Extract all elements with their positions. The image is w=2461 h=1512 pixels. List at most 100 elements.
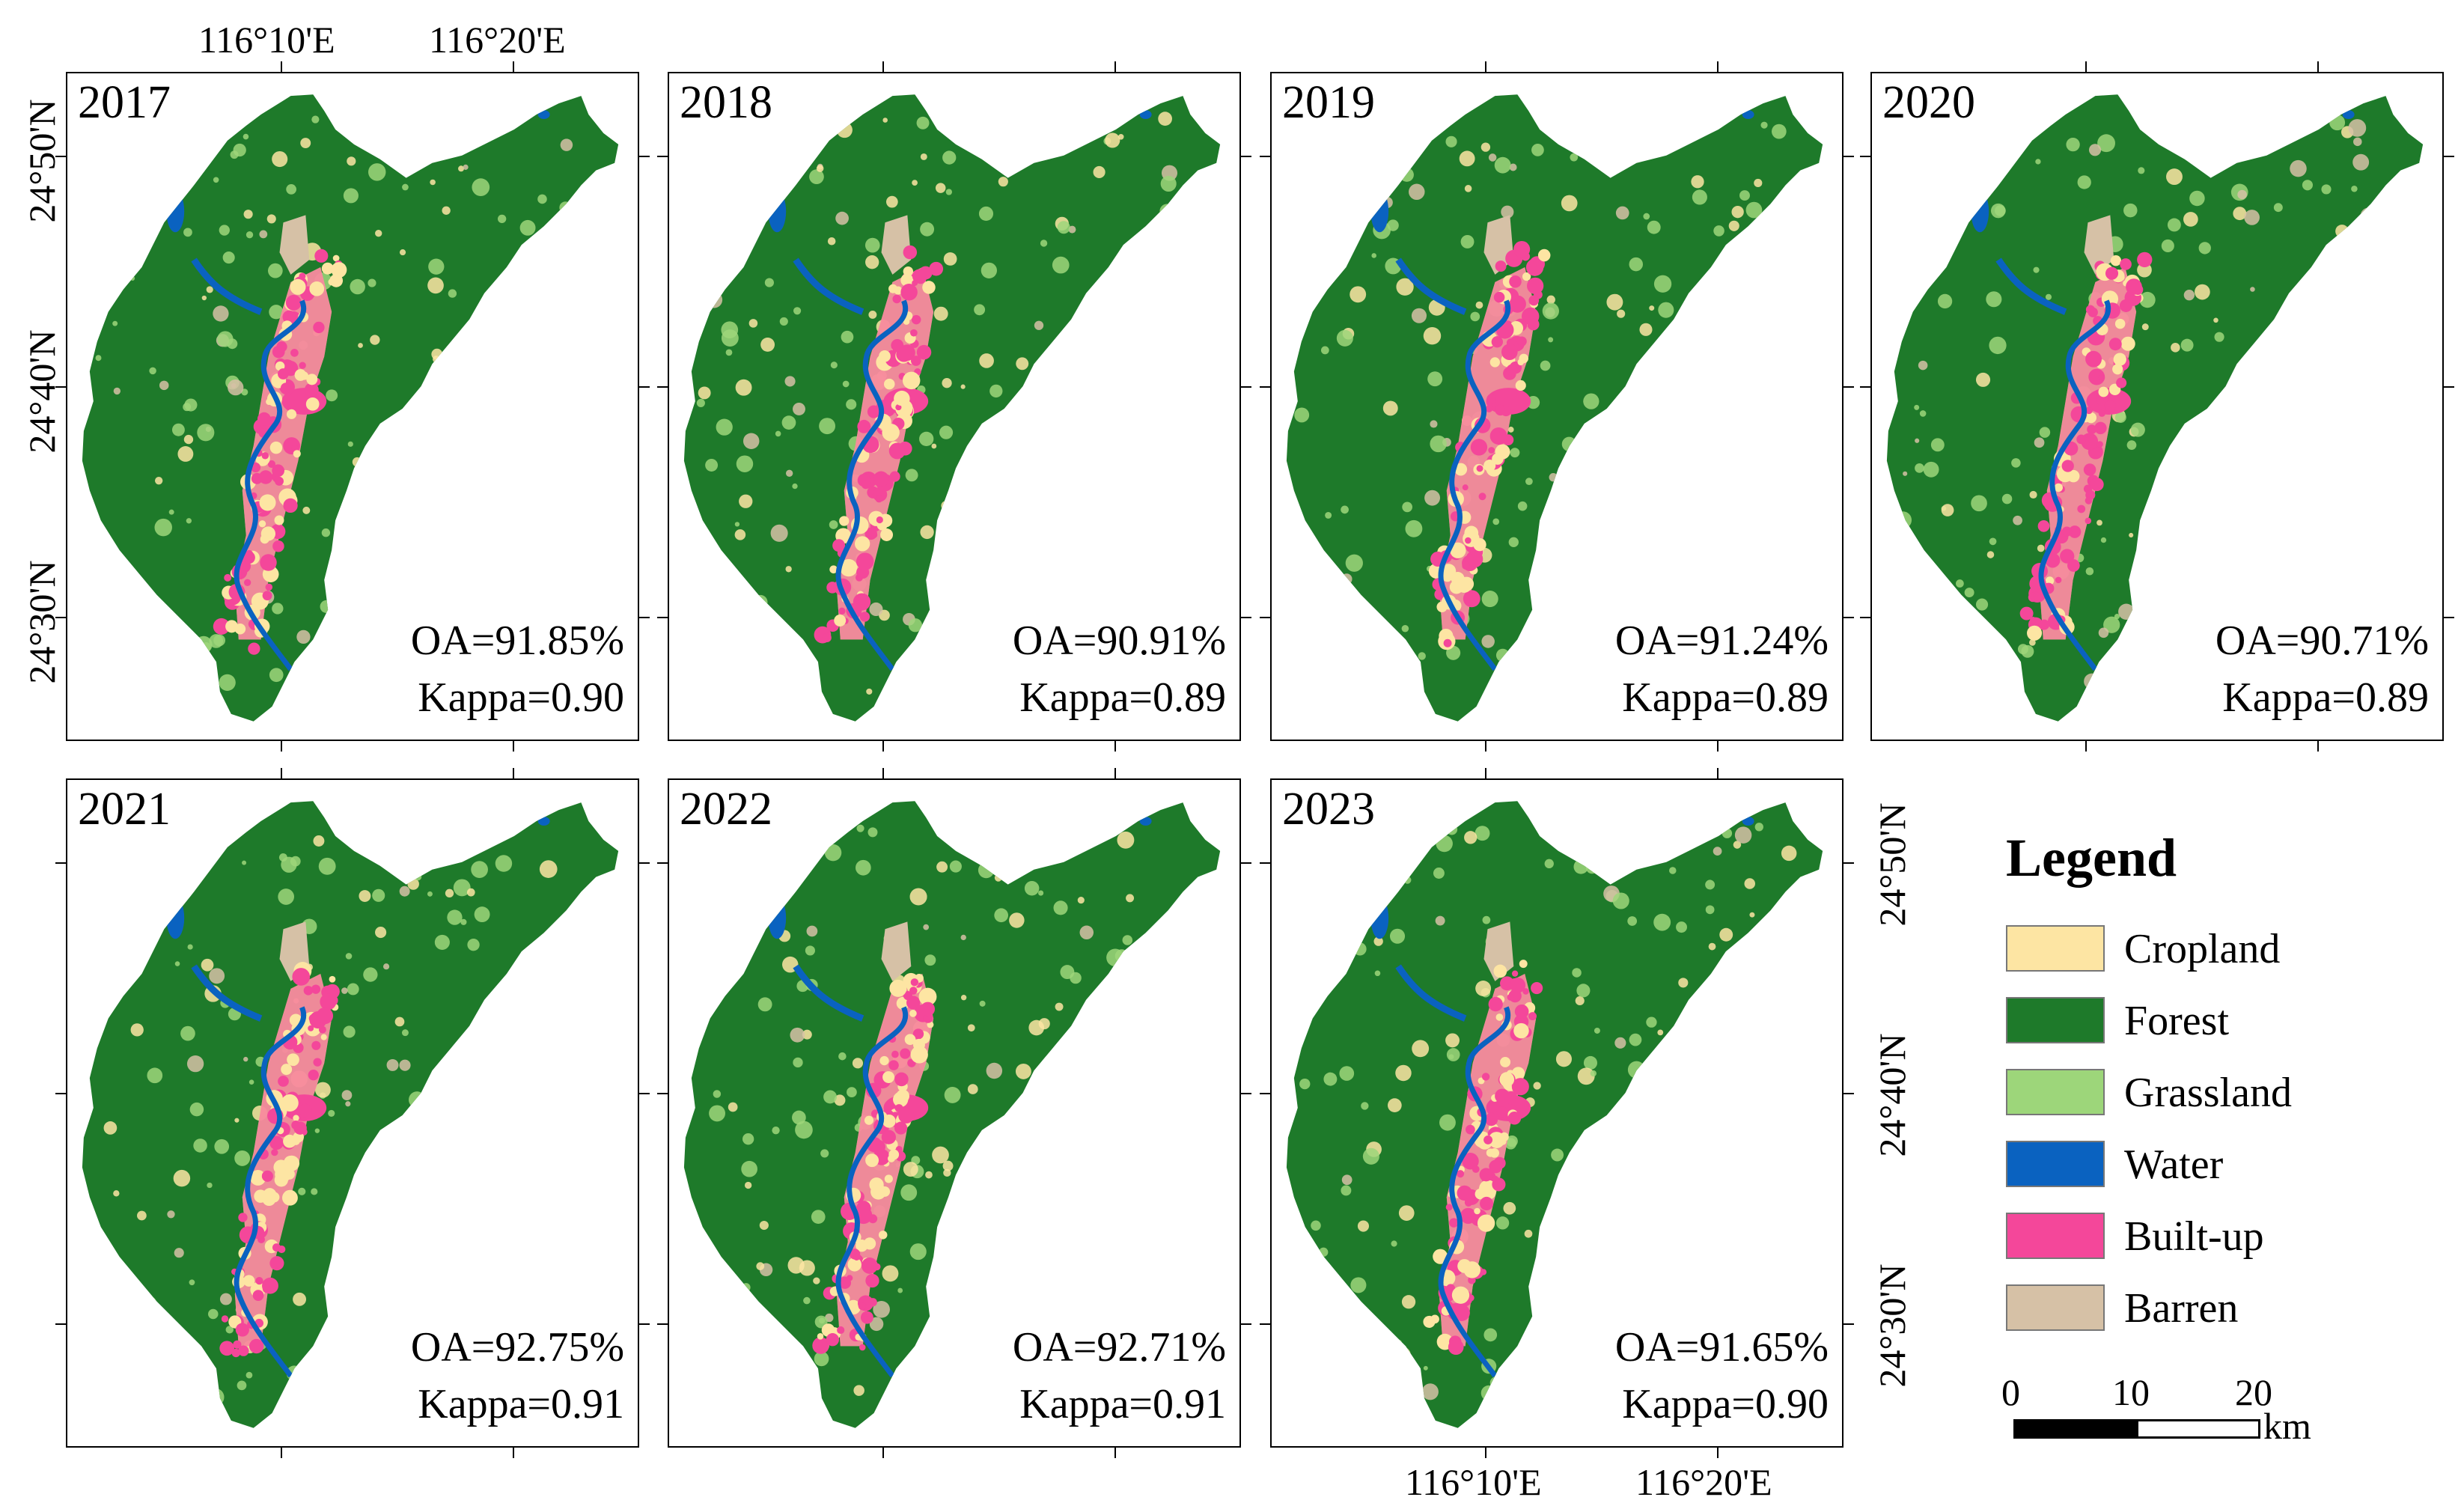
panel-kappa: Kappa=0.89	[1019, 674, 1226, 721]
graticule-tick	[638, 862, 650, 864]
graticule-tick	[55, 1323, 67, 1325]
graticule-tick	[281, 61, 282, 73]
graticule-tick	[657, 617, 669, 618]
graticule-tick	[1842, 617, 1854, 618]
scale-tick-0: 0	[2001, 1371, 2020, 1413]
legend-swatch	[2006, 925, 2105, 972]
map-panel-2021: 2021 OA=92.75% Kappa=0.91	[55, 768, 650, 1458]
graticule-tick	[55, 862, 67, 864]
legend-label: Forest	[2124, 998, 2229, 1044]
panel-kappa: Kappa=0.89	[1622, 674, 1829, 721]
panel-kappa: Kappa=0.90	[1622, 1381, 1829, 1427]
land-cover-map	[82, 94, 619, 722]
graticule-tick	[1260, 1093, 1272, 1094]
graticule-tick	[1717, 1446, 1719, 1458]
graticule-tick	[1717, 768, 1719, 780]
forest-area	[1286, 801, 1823, 1428]
lat-label-left-3: 24°30'N	[21, 560, 63, 684]
panel-kappa: Kappa=0.89	[2222, 674, 2429, 721]
graticule-tick	[1114, 61, 1116, 73]
land-cover-map	[1886, 94, 2424, 722]
forest-area	[1886, 94, 2424, 722]
graticule-tick	[1485, 1446, 1486, 1458]
forest-area	[1286, 94, 1823, 722]
graticule-tick	[1842, 386, 1854, 388]
graticule-tick	[1860, 617, 1872, 618]
map-panel-2019: 2019 OA=91.24% Kappa=0.89	[1260, 61, 1854, 752]
graticule-tick	[281, 768, 282, 780]
lat-label-right-2: 24°40'N	[1871, 1033, 1913, 1157]
graticule-tick	[55, 156, 67, 157]
lon-label-bottom-1: 116°10'E	[1405, 1461, 1542, 1503]
graticule-tick	[1485, 768, 1486, 780]
graticule-tick	[2442, 386, 2454, 388]
panel-overall-accuracy: OA=92.75%	[410, 1324, 624, 1371]
panel-overall-accuracy: OA=90.71%	[2215, 618, 2429, 664]
graticule-tick	[1485, 61, 1486, 73]
graticule-tick	[1239, 1323, 1251, 1325]
legend-swatch	[2006, 1069, 2105, 1115]
land-cover-map	[683, 801, 1221, 1428]
graticule-tick	[1114, 768, 1116, 780]
panel-kappa: Kappa=0.90	[418, 674, 624, 721]
graticule-tick	[513, 740, 514, 752]
legend-item-barren: Barren	[2006, 1284, 2425, 1334]
graticule-tick	[2317, 740, 2319, 752]
legend-swatch	[2006, 1213, 2105, 1259]
panel-kappa: Kappa=0.91	[418, 1381, 624, 1427]
forest-area	[82, 801, 619, 1428]
legend-label: Built-up	[2124, 1213, 2264, 1260]
legend-item-water: Water	[2006, 1141, 2425, 1190]
graticule-tick	[1842, 1323, 1854, 1325]
graticule-tick	[1239, 156, 1251, 157]
graticule-tick	[281, 1446, 282, 1458]
graticule-tick	[657, 156, 669, 157]
legend-label: Cropland	[2124, 926, 2281, 972]
lat-label-left-2: 24°40'N	[21, 329, 63, 454]
land-cover-map	[683, 94, 1221, 722]
graticule-tick	[657, 386, 669, 388]
graticule-tick	[657, 862, 669, 864]
legend-swatch	[2006, 997, 2105, 1043]
panel-year: 2019	[1282, 77, 1375, 128]
lat-label-right-3: 24°30'N	[1871, 1263, 1913, 1388]
panel-overall-accuracy: OA=91.24%	[1614, 618, 1829, 664]
graticule-tick	[2442, 617, 2454, 618]
lon-label-bottom-2: 116°20'E	[1635, 1461, 1772, 1503]
graticule-tick	[638, 386, 650, 388]
lon-label-top-2: 116°20'E	[429, 19, 566, 61]
map-panel-2020: 2020 OA=90.71% Kappa=0.89	[1860, 61, 2454, 752]
panel-year: 2021	[78, 784, 171, 835]
graticule-tick	[1239, 386, 1251, 388]
scale-tick-10: 10	[2112, 1371, 2150, 1413]
panel-overall-accuracy: OA=92.71%	[1012, 1324, 1226, 1371]
panel-overall-accuracy: OA=90.91%	[1012, 618, 1226, 664]
graticule-tick	[1260, 617, 1272, 618]
graticule-tick	[1239, 862, 1251, 864]
land-cover-map	[1286, 801, 1823, 1428]
graticule-tick	[2085, 61, 2087, 73]
legend-label: Water	[2124, 1141, 2224, 1188]
panel-year: 2023	[1282, 784, 1375, 835]
graticule-tick	[638, 156, 650, 157]
lat-label-right-1: 24°50'N	[1871, 802, 1913, 927]
graticule-tick	[1114, 1446, 1116, 1458]
scale-bar-black	[2013, 1419, 2138, 1439]
legend: Legend Cropland Forest Grassland Water B…	[2001, 816, 2425, 1460]
forest-area	[683, 801, 1221, 1428]
lon-label-top-1: 116°10'E	[198, 19, 335, 61]
graticule-tick	[638, 1093, 650, 1094]
graticule-tick	[55, 617, 67, 618]
map-panel-2018: 2018 OA=90.91% Kappa=0.89	[657, 61, 1251, 752]
land-cover-map	[1286, 94, 1823, 722]
panel-year: 2020	[1882, 77, 1975, 128]
graticule-tick	[882, 740, 884, 752]
graticule-tick	[1114, 740, 1116, 752]
graticule-tick	[1860, 386, 1872, 388]
panel-overall-accuracy: OA=91.65%	[1614, 1324, 1829, 1371]
graticule-tick	[657, 1323, 669, 1325]
graticule-tick	[638, 617, 650, 618]
map-panel-2022: 2022 OA=92.71% Kappa=0.91	[657, 768, 1251, 1458]
graticule-tick	[55, 1093, 67, 1094]
scale-unit: km	[2263, 1405, 2311, 1447]
